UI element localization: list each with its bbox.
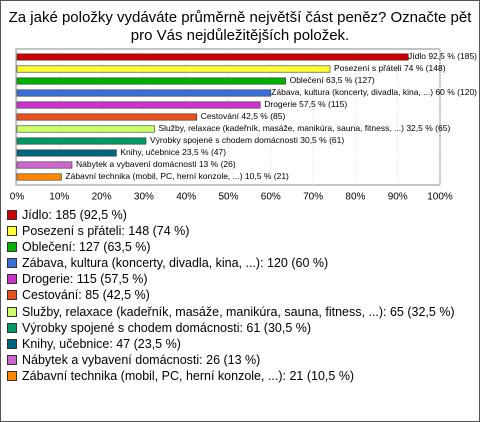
legend-label: Cestování: 85 (42,5 %): [22, 288, 150, 303]
legend-swatch: [7, 370, 17, 381]
legend-item: Zábava, kultura (koncerty, divadla, kina…: [7, 255, 473, 271]
bar-label: Drogerie 57,5 % (115): [264, 99, 347, 109]
x-tick-label: 20%: [92, 192, 112, 203]
legend-label: Výrobky spojené s chodem domácnosti: 61 …: [22, 320, 312, 335]
bar: [16, 77, 286, 85]
bar: [16, 53, 409, 61]
legend-label: Drogerie: 115 (57,5 %): [22, 272, 148, 287]
legend-item: Cestování: 85 (42,5 %): [7, 287, 473, 303]
bar-label: Cestování 42,5 % (85): [201, 111, 286, 121]
legend-item: Jídlo: 185 (92,5 %): [7, 207, 473, 223]
legend-label: Knihy, učebnice: 47 (23,5 %): [22, 336, 181, 351]
legend-label: Služby, relaxace (kadeřník, masáže, mani…: [22, 304, 455, 319]
legend-item: Oblečení: 127 (63,5 %): [7, 239, 473, 255]
legend-swatch: [7, 338, 17, 349]
bar-label: Výrobky spojené s chodem domácnosti 30,5…: [150, 135, 344, 145]
bar: [16, 125, 155, 133]
bar: [16, 113, 198, 121]
bar: [16, 137, 147, 145]
chart-title: pro Vás nejdůležitějších položek.: [131, 27, 349, 44]
legend: Jídlo: 185 (92,5 %) Posezení s přáteli: 1…: [7, 207, 473, 384]
bar-label: Zábava, kultura (koncerty, divadla, kina…: [271, 87, 477, 97]
bar: [16, 101, 261, 109]
bar: [16, 161, 73, 169]
x-tick-label: 60%: [261, 192, 281, 203]
legend-item: Drogerie: 115 (57,5 %): [7, 271, 473, 287]
bar-label: Oblečení 63,5 % (127): [290, 75, 375, 85]
bar-label: Služby, relaxace (kadeřník, masáže, mani…: [158, 123, 450, 133]
x-tick-label: 90%: [388, 192, 408, 203]
x-tick-label: 40%: [176, 192, 196, 203]
bar-label: Nábytek a vybavení domácnosti 13 % (26): [76, 159, 236, 169]
legend-item: Nábytek a vybavení domácnosti: 26 (13 %): [7, 352, 473, 368]
legend-swatch: [7, 242, 17, 253]
x-tick-label: 10%: [49, 192, 69, 203]
legend-swatch: [7, 226, 17, 237]
legend-swatch: [7, 258, 17, 269]
bar: [16, 149, 117, 157]
x-tick-label: 80%: [345, 192, 365, 203]
legend-label: Zábavní technika (mobil, PC, herní konzo…: [22, 368, 355, 383]
legend-item: Knihy, učebnice: 47 (23,5 %): [7, 336, 473, 352]
bar: [16, 65, 331, 73]
legend-swatch: [7, 274, 17, 285]
x-tick-label: 30%: [134, 192, 154, 203]
legend-item: Výrobky spojené s chodem domácnosti: 61 …: [7, 320, 473, 336]
legend-label: Oblečení: 127 (63,5 %): [22, 240, 151, 255]
x-tick-label: 0%: [10, 192, 25, 203]
chart: Za jaké položky vydáváte průměrně největ…: [9, 9, 478, 203]
legend-item: Služby, relaxace (kadeřník, masáže, mani…: [7, 304, 473, 320]
bar-label: Zábavní technika (mobil, PC, herní konzo…: [65, 171, 289, 181]
legend-swatch: [7, 322, 17, 333]
bar-label: Jídlo 92,5 % (185): [408, 51, 477, 61]
legend-item: Posezení s přáteli: 148 (74 %): [7, 223, 473, 239]
legend-swatch: [7, 354, 17, 365]
legend-swatch: [7, 210, 17, 220]
x-tick-label: 100%: [427, 192, 453, 203]
legend-swatch: [7, 290, 17, 301]
legend-label: Nábytek a vybavení domácnosti: 26 (13 %): [22, 352, 261, 367]
bar-label: Posezení s přáteli 74 % (148): [334, 63, 446, 73]
legend-label: Jídlo: 185 (92,5 %): [22, 208, 127, 222]
bar-label: Knihy, učebnice 23,5 % (47): [120, 147, 226, 157]
legend-item: Zábavní technika (mobil, PC, herní konzo…: [7, 368, 473, 384]
x-tick-label: 70%: [303, 192, 323, 203]
legend-swatch: [7, 306, 17, 317]
bar: [16, 89, 272, 97]
legend-label: Zábava, kultura (koncerty, divadla, kina…: [22, 256, 329, 271]
x-tick-label: 50%: [218, 192, 238, 203]
legend-label: Posezení s přáteli: 148 (74 %): [22, 224, 190, 239]
chart-title: Za jaké položky vydáváte průměrně největ…: [9, 9, 473, 26]
bar: [16, 173, 62, 181]
